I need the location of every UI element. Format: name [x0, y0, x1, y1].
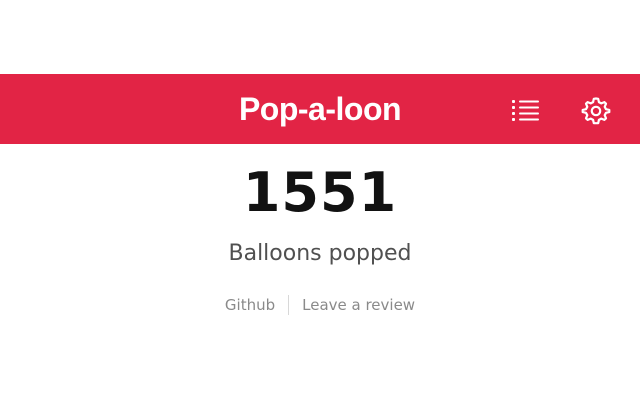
footer-links: Github Leave a review [0, 295, 640, 315]
settings-button[interactable] [580, 94, 612, 126]
github-link[interactable]: Github [224, 296, 276, 314]
leave-review-link[interactable]: Leave a review [302, 296, 416, 314]
link-divider [288, 295, 290, 315]
gear-icon [581, 97, 611, 125]
balloon-count-label: Balloons popped [228, 241, 412, 266]
list-icon [512, 100, 539, 121]
leaderboard-button[interactable] [510, 94, 542, 126]
app-header: Pop-a-loon [0, 74, 640, 144]
app-title: Pop-a-loon [238, 91, 402, 127]
balloon-count: 1551 [242, 161, 398, 224]
